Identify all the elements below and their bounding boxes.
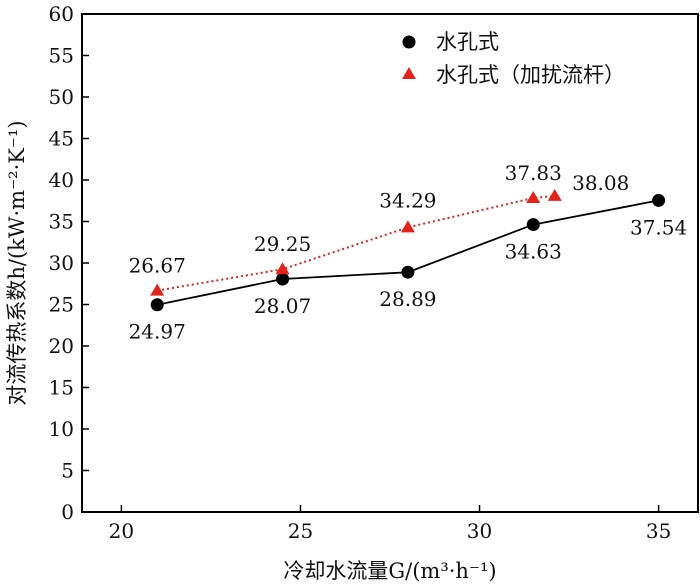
y-tick-label: 40 xyxy=(49,168,74,192)
y-tick-label: 50 xyxy=(49,85,74,109)
y-tick-label: 5 xyxy=(61,459,74,483)
data-labels: 24.97 28.07 28.89 34.63 37.54 26.67 29.25 34.29… xyxy=(129,161,688,344)
data-label: 34.29 xyxy=(379,188,436,212)
data-label: 34.63 xyxy=(505,240,562,264)
y-tick-label: 35 xyxy=(49,210,74,234)
data-point xyxy=(526,218,540,232)
x-tick-label: 25 xyxy=(288,519,313,543)
data-point xyxy=(400,220,415,233)
y-tick-label: 45 xyxy=(49,127,74,151)
data-label: 38.08 xyxy=(572,171,629,195)
data-label: 28.07 xyxy=(254,294,311,318)
data-point xyxy=(150,283,165,296)
x-tick-label: 35 xyxy=(646,519,671,543)
y-tick-label: 25 xyxy=(49,293,74,317)
x-tick-label: 20 xyxy=(109,519,134,543)
y-tick-label: 55 xyxy=(49,44,74,68)
legend: 水孔式 水孔式（加扰流杆） xyxy=(402,30,625,87)
data-point xyxy=(150,298,164,312)
data-point xyxy=(652,193,666,207)
series-line-2 xyxy=(157,194,555,292)
y-tick-label: 0 xyxy=(61,500,74,524)
data-point xyxy=(547,188,562,201)
data-label: 24.97 xyxy=(129,320,186,344)
y-tick-label: 30 xyxy=(49,251,74,275)
legend-marker-triangle xyxy=(402,67,416,79)
x-axis-title: 冷却水流量G/(m³·h⁻¹) xyxy=(283,559,496,583)
data-label: 26.67 xyxy=(129,254,186,278)
legend-label-series-2: 水孔式（加扰流杆） xyxy=(436,63,625,87)
x-tick-label: 30 xyxy=(467,519,492,543)
data-point xyxy=(276,272,290,286)
y-tick-label: 60 xyxy=(49,2,74,26)
axis-ticks: 0 5 10 15 20 25 30 35 40 45 50 55 60 20 25 30 35 xyxy=(49,2,672,543)
y-tick-label: 15 xyxy=(49,376,74,400)
data-label: 37.54 xyxy=(630,215,687,239)
legend-marker-circle xyxy=(402,35,416,49)
series-markers xyxy=(150,188,666,312)
y-tick-label: 20 xyxy=(49,334,74,358)
data-label: 29.25 xyxy=(254,232,311,256)
data-label: 37.83 xyxy=(505,161,562,185)
data-point xyxy=(401,265,415,279)
data-point xyxy=(526,191,541,204)
data-point xyxy=(275,262,290,275)
legend-label-series-1: 水孔式 xyxy=(436,30,499,54)
data-label: 28.89 xyxy=(379,287,436,311)
y-axis-title: 对流传热系数h/(kW·m⁻²·K⁻¹) xyxy=(5,120,29,405)
y-tick-label: 10 xyxy=(49,417,74,441)
